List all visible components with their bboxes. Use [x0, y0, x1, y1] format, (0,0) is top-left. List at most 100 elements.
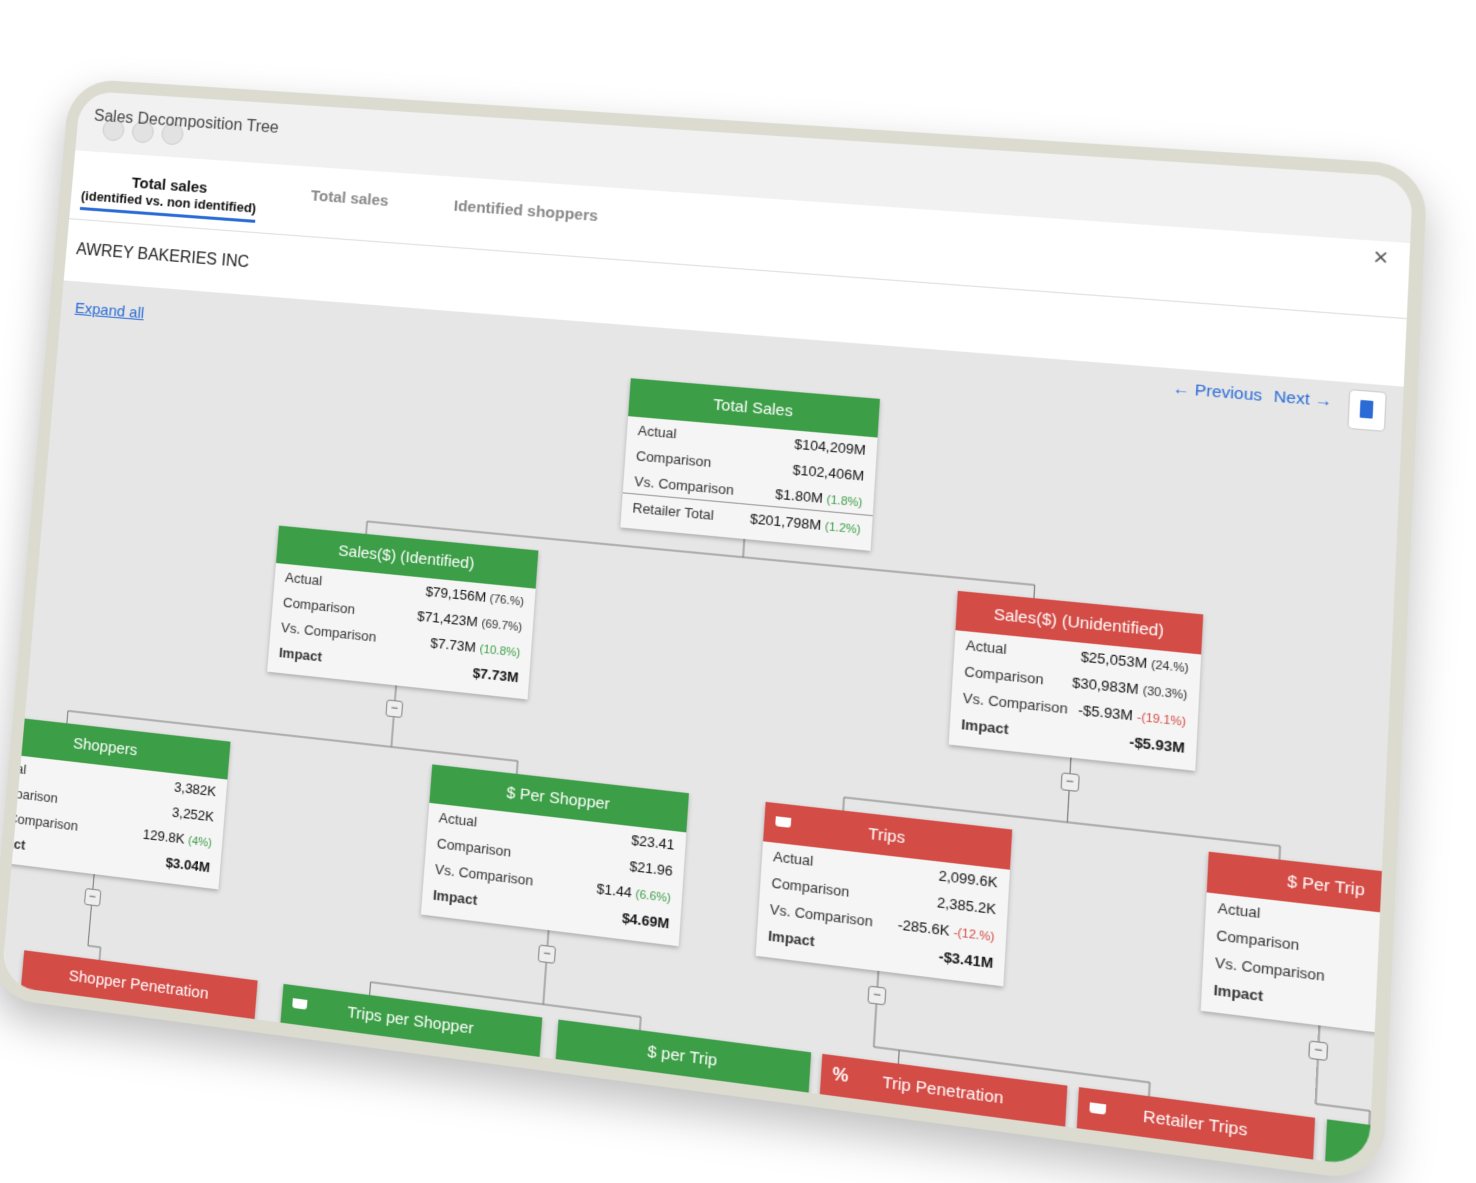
value-text: -$5.93M: [1128, 733, 1186, 756]
metric-value: -$5.93M: [1129, 733, 1185, 756]
collapse-toggle[interactable]: −: [83, 887, 101, 907]
tab[interactable]: Total sales: [310, 187, 389, 210]
value-text: 2.66M: [1257, 1157, 1301, 1166]
node-title: Trips per Shopper: [346, 1002, 475, 1038]
value-text: $4.69M: [621, 909, 670, 932]
change-text: (24.%): [1150, 657, 1190, 676]
node-title: Trip Penetration: [881, 1072, 1004, 1108]
node-title: $ per Trip: [646, 1041, 718, 1070]
connector: [366, 521, 367, 534]
value-text: $7.73M: [429, 634, 477, 655]
value-text: $79,156M: [424, 582, 487, 605]
connector: [1316, 1025, 1320, 1104]
metric-value: $13.47: [752, 1090, 797, 1113]
metric-value: 1.74: [500, 1057, 528, 1077]
metric-label: Actual: [284, 568, 323, 589]
value-text: 129.8K: [142, 825, 186, 847]
metric-label: Actual: [772, 847, 814, 869]
metric-label: Actual: [637, 421, 678, 442]
connector: [898, 1050, 899, 1063]
metric-label: Impact: [960, 715, 1010, 737]
tree-node[interactable]: $ Per Shopper Actual $23.41 Comparison $21.9…: [420, 764, 689, 947]
tree-node[interactable]: Sales($) (Identified) Actual $79,156M (76.…: [267, 525, 539, 700]
metric-label: Vs. Comparison: [0, 806, 79, 834]
metric-value: 3,252K: [172, 803, 215, 824]
connector: [843, 797, 844, 810]
metric-label: Comparison: [771, 873, 851, 900]
connector: [743, 538, 744, 557]
value-text: $21.96: [628, 857, 674, 879]
value-text: $3.04M: [165, 853, 211, 875]
metric-label: Actual: [1217, 898, 1261, 921]
metric-value: 2,385.2K: [937, 893, 997, 917]
connector: [517, 761, 518, 774]
tree-node[interactable]: Shoppers Actual 3,382K Comparison 3,252K Vs. …: [0, 714, 231, 890]
metric-value: $104,209M: [794, 435, 866, 457]
tree-node[interactable]: Total Sales Actual $104,209M Comparison $102…: [620, 378, 880, 551]
metric-label: Comparison: [436, 834, 512, 860]
collapse-toggle[interactable]: −: [385, 699, 404, 719]
cart-icon: [775, 816, 792, 828]
connector: [640, 1017, 641, 1030]
connector: [1034, 585, 1035, 598]
collapse-toggle[interactable]: −: [1059, 772, 1080, 793]
metric-value: 88.70%: [197, 1017, 244, 1039]
metric-value: $3.04M: [165, 854, 210, 875]
change-text: (76.%): [489, 592, 525, 609]
value-text: -$5.93M: [1077, 700, 1134, 724]
node-title: Total Sales: [712, 395, 794, 421]
metric-label: Actual: [564, 1065, 606, 1088]
value-text: $104,209M: [793, 435, 867, 458]
metric-value: $1.80M (1.8%): [775, 485, 863, 509]
metric-label: Actual: [1087, 1134, 1131, 1158]
metric-value: $7.73M: [472, 664, 519, 685]
page: Sales Decomposition Tree × Total sales (i…: [0, 0, 1476, 1098]
tab-title: Identified shoppers: [453, 197, 599, 226]
value-text: $1.44: [595, 879, 633, 901]
tree-node[interactable]: Trips Actual 2,099.6K Comparison 2,385.2K Vs.…: [755, 801, 1013, 987]
node-icon: %: [831, 1065, 849, 1087]
value-text: 78.90%: [1001, 1123, 1054, 1148]
metric-label: Retailer Total: [631, 499, 715, 523]
metric-value: $201,798M (1.2%): [749, 510, 861, 536]
collapse-toggle[interactable]: −: [537, 944, 557, 964]
value-text: $7.73M: [472, 664, 520, 685]
collapse-toggle[interactable]: −: [1308, 1040, 1329, 1062]
value-text: 3,252K: [171, 803, 215, 825]
value-text: 1.74: [500, 1056, 529, 1077]
metric-value: 2,099.6K: [938, 867, 998, 891]
metric-value: 2.66M: [1257, 1157, 1301, 1166]
connector: [67, 711, 68, 723]
value-text: $102,406M: [792, 460, 865, 484]
connector: [370, 982, 371, 995]
metric-value: -$3.41M: [938, 947, 993, 970]
cart-icon: [1089, 1102, 1107, 1115]
change-text: (6.6%): [635, 887, 672, 905]
value-text: 2,099.6K: [938, 866, 999, 891]
tab[interactable]: Total sales (identified vs. non identifie…: [79, 170, 259, 223]
metric-label: Actual: [289, 1028, 329, 1050]
export-button[interactable]: [1347, 389, 1387, 432]
value-text: -285.6K: [897, 915, 951, 939]
tree-node[interactable]: $ Per Trip Actual Comparison Vs. Comparison…: [1200, 851, 1404, 1041]
connector: [1369, 1111, 1370, 1125]
change-text: (4%): [187, 834, 213, 850]
device-frame: Sales Decomposition Tree × Total sales (i…: [0, 78, 1428, 1183]
value-text: $1.80M: [774, 485, 824, 506]
tree-node[interactable]: Avg.Actual: [1323, 1119, 1404, 1167]
collapse-toggle[interactable]: −: [867, 985, 887, 1006]
node-title: Sales($) (Unidentified): [993, 604, 1165, 641]
tab[interactable]: Identified shoppers: [453, 197, 598, 225]
tree-node[interactable]: Sales($) (Unidentified) Actual $25,053M (2…: [948, 590, 1204, 771]
metric-value: $23.41: [631, 831, 675, 852]
value-text: $13.47: [751, 1090, 798, 1113]
value-text: $71,423M: [416, 607, 479, 630]
node-title: Trips: [867, 824, 906, 847]
connector: [1279, 846, 1280, 860]
metric-label: Comparison: [635, 447, 712, 470]
company-name: AWREY BAKERIES INC: [75, 240, 250, 272]
connector: [99, 947, 100, 960]
change-text: (1.2%): [824, 520, 862, 537]
connector: [88, 874, 94, 946]
change-text: (1.8%): [826, 493, 863, 510]
